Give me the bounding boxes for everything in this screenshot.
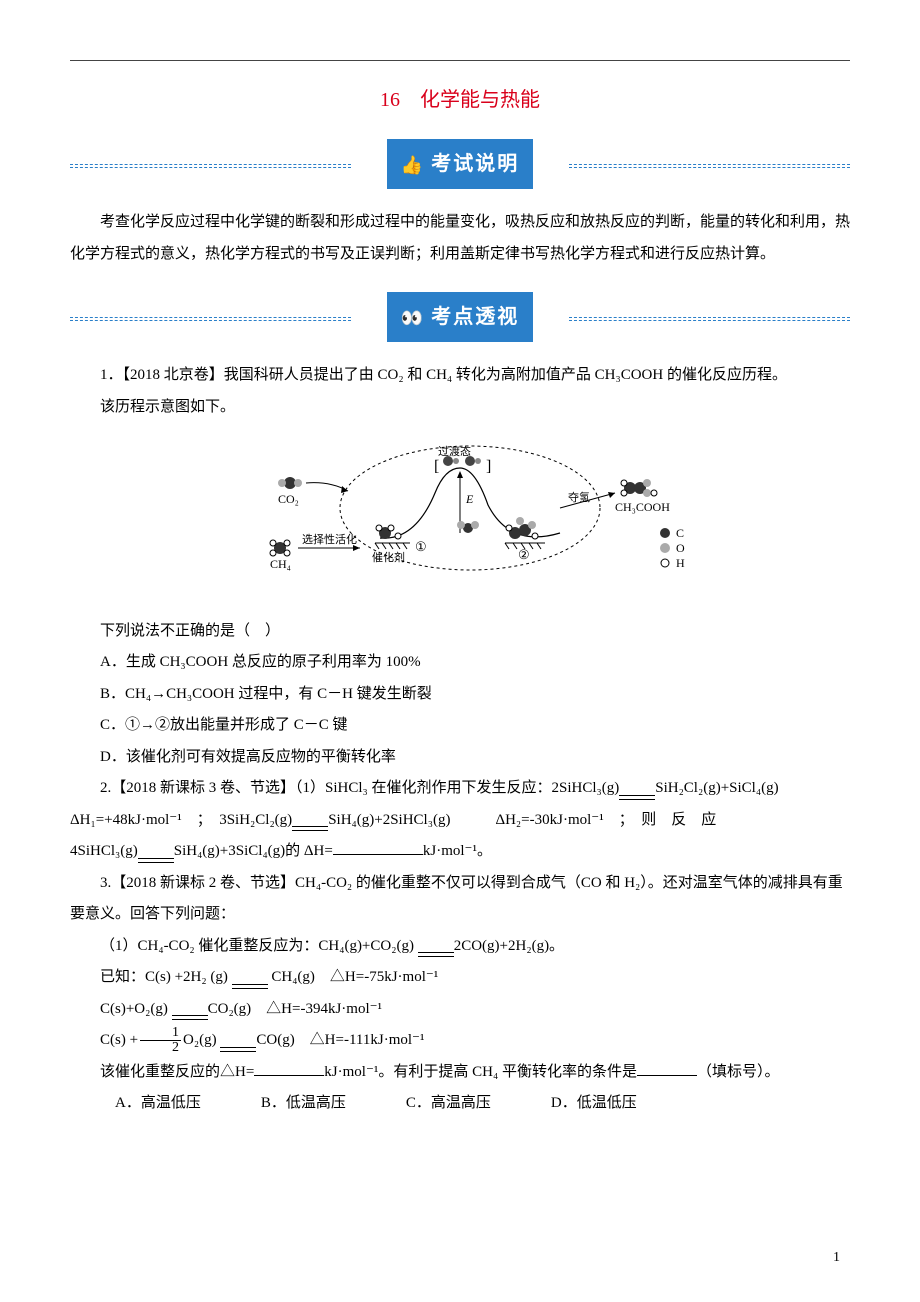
banner-exam-desc: 👍 考试说明 [70, 139, 850, 189]
intro-paragraph: 考查化学反应过程中化学键的断裂和形成过程中的能量变化，吸热反应和放热反应的判断，… [70, 207, 850, 270]
q3-eq1: 已知：C(s) +2H₂ (g) CH₄(g) △H=-75kJ·mol⁻¹ [70, 962, 850, 994]
q2-line3: 4SiHCl₃(g)SiH₄(g)+3SiCl₄(g)的 ΔH=kJ·mol⁻¹… [70, 836, 850, 868]
legend-c: C [676, 526, 684, 540]
catalyst-state-2 [505, 517, 545, 549]
svg-text:[: [ [434, 458, 439, 475]
q2-line2: ΔH₁=+48kJ·mol⁻¹ ； 3SiH₂Cl₂(g)SiH₄(g)+2Si… [70, 805, 850, 837]
q3-tail: 该催化重整反应的△H=kJ·mol⁻¹。有利于提高 CH₄ 平衡转化率的条件是（… [70, 1057, 850, 1089]
eyes-icon: 👀 [401, 300, 425, 338]
product-molecule [621, 479, 657, 497]
co2-label: CO₂ [278, 492, 299, 506]
transition-state-label: 过渡态 [438, 444, 471, 458]
svg-text:]: ] [486, 458, 491, 475]
page-number: 1 [833, 1243, 840, 1272]
page-title: 16 化学能与热能 [70, 79, 850, 121]
banner-text: 考试说明 [431, 153, 519, 175]
q1-option-b: B．CH₄→CH₃COOH 过程中，有 C－H 键发生断裂 [70, 679, 850, 711]
catalyst-label: 催化剂 [372, 550, 405, 564]
q3-eq2: C(s)+O₂(g) CO₂(g) △H=-394kJ·mol⁻¹ [70, 994, 850, 1026]
legend-o: O [676, 541, 685, 555]
banner-text: 考点透视 [431, 306, 519, 328]
ch4-label: CH₄ [270, 557, 291, 571]
q2-line1: 2.【2018 新课标 3 卷、节选】（1）SiHCl₃ 在催化剂作用下发生反应… [70, 773, 850, 805]
top-rule [70, 60, 850, 61]
q3-option-a: A．高温低压 [115, 1095, 201, 1111]
step-2-label: ② [518, 547, 530, 562]
q1-stem-line2: 该历程示意图如下。 [70, 392, 850, 424]
q3-eq3: C(s) +12O₂(g) CO(g) △H=-111kJ·mol⁻¹ [70, 1025, 850, 1057]
q1-prompt: 下列说法不正确的是（ ） [70, 616, 850, 648]
q1-option-c: C．①→②放出能量并形成了 C－C 键 [70, 710, 850, 742]
selective-activation-label: 选择性活化 [302, 532, 357, 546]
thumbs-up-icon: 👍 [401, 147, 425, 185]
q1-stem-line1: 1．【2018 北京卷】我国科研人员提出了由 CO₂ 和 CH₄ 转化为高附加值… [70, 360, 850, 392]
grab-h-label: 夺氢 [568, 490, 590, 504]
q3-p1: （1）CH₄-CO₂ 催化重整反应为：CH₄(g)+CO₂(g) 2CO(g)+… [70, 931, 850, 963]
step-1-label: ① [415, 539, 427, 554]
reaction-diagram: E 过渡态 [ ] CO₂ CH₄ 选择性活化 催化剂 ① ② 夺氢 [70, 433, 850, 606]
product-label: CH₃COOH [615, 500, 670, 514]
q1-option-a: A．生成 CH₃COOH 总反应的原子利用率为 100% [70, 647, 850, 679]
q3-options: A．高温低压 B．低温高压 C．高温高压 D．低温低压 [70, 1088, 850, 1120]
fraction-half: 12 [140, 1026, 181, 1055]
q3-option-b: B．低温高压 [261, 1095, 346, 1111]
banner-keypoints: 👀 考点透视 [70, 292, 850, 342]
q3-option-c: C．高温高压 [406, 1095, 491, 1111]
q3-stem: 3.【2018 新课标 2 卷、节选】CH₄-CO₂ 的催化重整不仅可以得到合成… [70, 868, 850, 931]
q3-option-d: D．低温低压 [551, 1095, 637, 1111]
q1-option-d: D．该催化剂可有效提高反应物的平衡转化率 [70, 742, 850, 774]
legend-h: H [676, 556, 685, 570]
energy-label: E [465, 492, 474, 506]
